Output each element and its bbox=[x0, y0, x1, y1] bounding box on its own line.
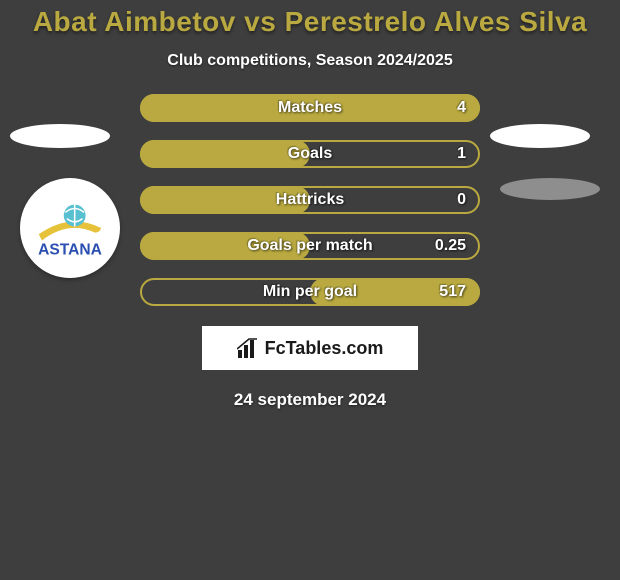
club-crest-astana: ASTANA bbox=[20, 178, 120, 278]
bars-icon bbox=[237, 338, 259, 358]
stat-row: Matches 4 bbox=[140, 94, 480, 122]
stat-label: Hattricks bbox=[276, 191, 344, 209]
stat-row: Hattricks 0 bbox=[140, 186, 480, 214]
stat-fill bbox=[140, 140, 310, 168]
brand-badge: FcTables.com bbox=[202, 326, 418, 370]
stat-label: Goals per match bbox=[247, 237, 372, 255]
stats-comparison: Matches 4 Goals 1 Hattricks 0 Goals per match 0… bbox=[140, 94, 480, 306]
stat-label: Matches bbox=[278, 99, 342, 117]
brand-text: FcTables.com bbox=[265, 338, 384, 359]
astana-crest-icon: ASTANA bbox=[31, 189, 109, 267]
svg-text:ASTANA: ASTANA bbox=[38, 242, 102, 259]
stat-value: 0 bbox=[457, 191, 466, 209]
stat-row: Goals per match 0.25 bbox=[140, 232, 480, 260]
player-badge-right-secondary bbox=[500, 178, 600, 200]
stat-value: 1 bbox=[457, 145, 466, 163]
player-badge-left bbox=[10, 124, 110, 148]
page-title: Abat Aimbetov vs Perestrelo Alves Silva bbox=[0, 0, 620, 38]
stat-row: Min per goal 517 bbox=[140, 278, 480, 306]
stat-label: Goals bbox=[288, 145, 332, 163]
stat-value: 4 bbox=[457, 99, 466, 117]
snapshot-date: 24 september 2024 bbox=[0, 390, 620, 410]
stat-value: 0.25 bbox=[435, 237, 466, 255]
player-badge-right bbox=[490, 124, 590, 148]
stat-row: Goals 1 bbox=[140, 140, 480, 168]
stat-value: 517 bbox=[439, 283, 466, 301]
stat-label: Min per goal bbox=[263, 283, 357, 301]
subtitle: Club competitions, Season 2024/2025 bbox=[0, 52, 620, 70]
